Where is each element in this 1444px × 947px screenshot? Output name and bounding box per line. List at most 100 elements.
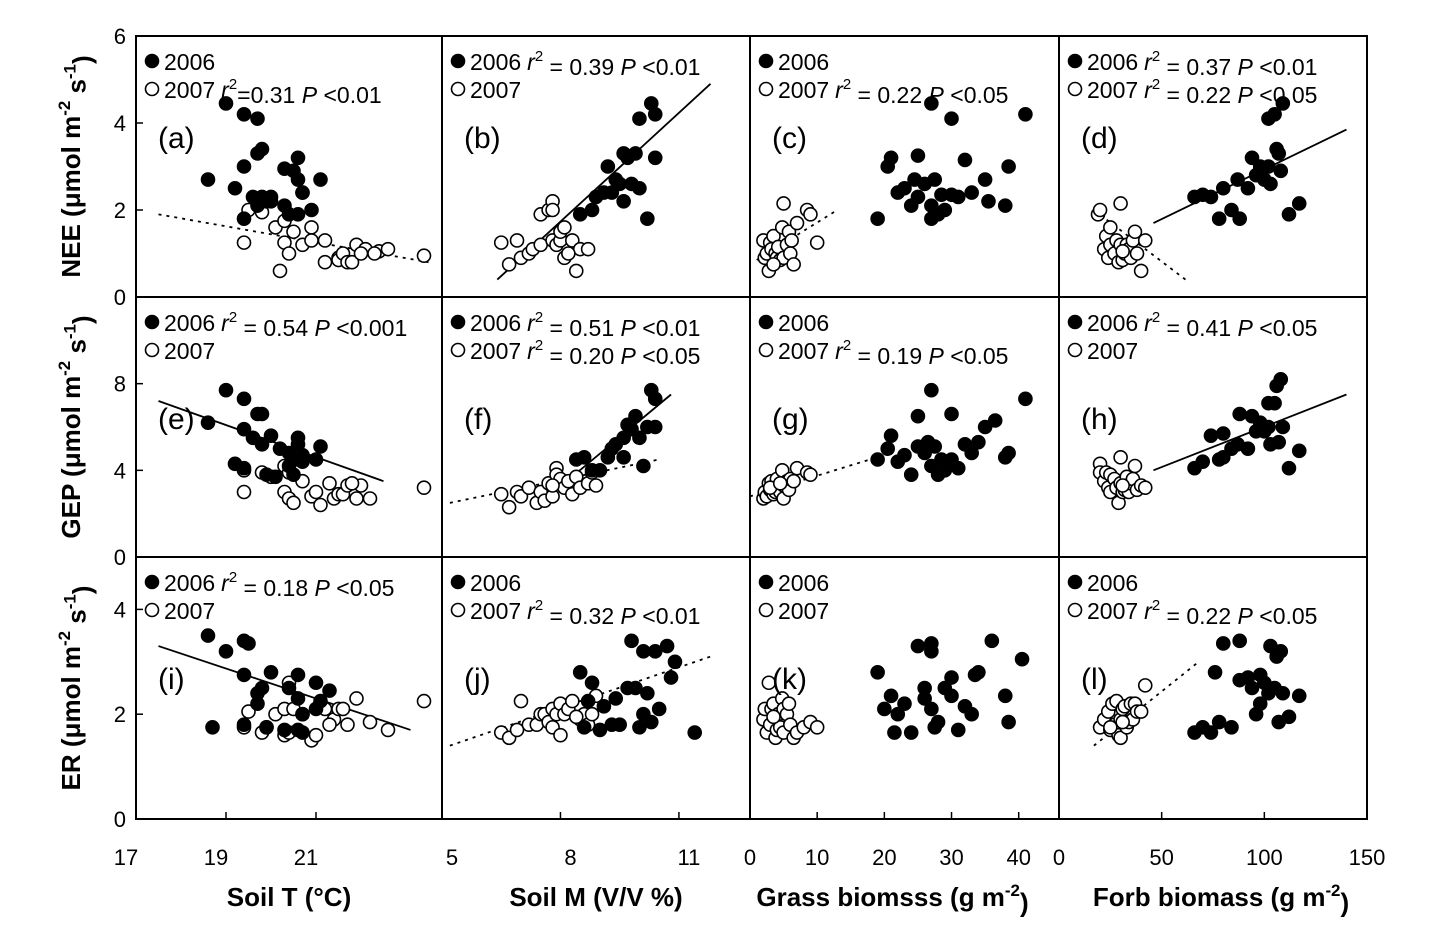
- point-2006: [910, 148, 926, 163]
- point-2006: [304, 202, 319, 218]
- point-2006: [308, 675, 324, 691]
- legend-year: 2007: [470, 77, 521, 103]
- point-2007: [1127, 458, 1143, 474]
- point-2007: [501, 257, 517, 272]
- point-2006: [880, 441, 896, 456]
- point-2007: [1137, 480, 1153, 495]
- point-2007: [1137, 233, 1153, 248]
- point-2006: [290, 691, 306, 706]
- point-2007: [286, 224, 301, 240]
- legend-year: 2006: [1087, 570, 1138, 596]
- point-2006: [263, 194, 279, 209]
- point-2006: [250, 111, 265, 126]
- panel-label: (e): [158, 403, 195, 436]
- point-2006: [592, 722, 608, 738]
- text-part: 11: [678, 845, 701, 870]
- point-2006: [227, 180, 243, 196]
- point-2006: [917, 691, 932, 706]
- x-tick-label: 0: [744, 845, 756, 870]
- point-2007: [380, 241, 396, 257]
- point-2007: [588, 478, 604, 493]
- point-2007: [776, 196, 791, 211]
- text-part: 40: [1006, 845, 1030, 870]
- x-tick-label: 8: [564, 845, 576, 870]
- point-2006: [584, 675, 600, 691]
- legend-entry-2006: 2006: [778, 310, 829, 336]
- x-axis-title: Soil T (°C): [227, 882, 352, 912]
- text-part: ER (μmol m: [56, 646, 86, 790]
- point-2006: [1001, 159, 1016, 174]
- point-2006: [1261, 159, 1276, 174]
- r-symbol: r: [1144, 310, 1153, 336]
- point-2007: [308, 727, 324, 743]
- point-2006: [924, 96, 939, 111]
- legend-year: 2007: [164, 598, 215, 624]
- point-2006: [977, 172, 993, 187]
- point-2006: [295, 447, 310, 463]
- point-2006: [1291, 688, 1307, 704]
- point-2006: [596, 699, 612, 714]
- legend-entry-2006: 2006: [164, 49, 215, 75]
- r2-value: = 0.19: [851, 343, 928, 369]
- point-2006: [1281, 709, 1297, 725]
- point-2007: [766, 257, 781, 272]
- legend-marker-2007: [144, 342, 160, 358]
- legend-year: 2007: [778, 598, 829, 624]
- point-2006: [628, 680, 643, 696]
- point-2006: [632, 180, 647, 196]
- point-2006: [628, 408, 643, 424]
- legend-year: 2006: [1087, 49, 1138, 75]
- point-2006: [667, 654, 683, 670]
- point-2007: [236, 484, 252, 500]
- point-2007: [1133, 263, 1149, 279]
- y-tick-label: 4: [114, 458, 126, 483]
- point-2006: [663, 670, 679, 685]
- point-2007: [380, 722, 396, 738]
- p-value: <0.05: [1253, 315, 1318, 341]
- point-2006: [910, 408, 926, 424]
- x-tick-label: 0: [1053, 845, 1065, 870]
- text-part: s: [61, 339, 91, 361]
- point-2007: [1127, 224, 1143, 240]
- point-2006: [1230, 172, 1245, 187]
- point-2006: [944, 670, 959, 685]
- text-part: (c): [772, 122, 807, 155]
- point-2006: [957, 152, 973, 168]
- legend-entry-2007: 2007: [470, 77, 521, 103]
- point-2007: [317, 254, 333, 270]
- point-2006: [308, 452, 324, 467]
- legend-year: 2007: [778, 77, 829, 103]
- point-2006: [241, 636, 256, 651]
- point-2007: [1115, 478, 1130, 493]
- point-2006: [290, 172, 306, 187]
- x-tick-label: 10: [805, 845, 829, 870]
- legend-year: 2006: [164, 310, 215, 336]
- p-value: <0.01: [636, 603, 701, 629]
- r-symbol: r: [835, 77, 844, 103]
- point-2006: [313, 439, 328, 454]
- point-2007: [784, 233, 799, 248]
- legend-year: 2007: [1087, 598, 1138, 624]
- legend-entry-2007: 2007 r2 = 0.22 P <0.05: [1087, 597, 1317, 629]
- y-tick-label: 0: [114, 545, 126, 570]
- point-2007: [367, 246, 382, 261]
- point-2007: [416, 480, 432, 495]
- text-part: 0: [114, 285, 126, 310]
- panel-label: (a): [158, 122, 195, 155]
- point-2006: [924, 382, 939, 398]
- point-2007: [561, 246, 576, 261]
- point-2006: [1211, 714, 1227, 730]
- r-superscript: 2: [1152, 309, 1160, 326]
- legend-entry-2006: 2006 r2 = 0.39 P <0.01: [470, 48, 700, 80]
- legend-entry-2007: 2007: [164, 598, 215, 624]
- point-2006: [1203, 725, 1219, 740]
- point-2006: [236, 460, 252, 476]
- point-2006: [887, 725, 902, 740]
- point-2006: [883, 428, 899, 443]
- point-2007: [241, 704, 256, 719]
- y-tick-label: 4: [114, 111, 126, 136]
- point-2006: [1267, 395, 1282, 411]
- point-2007: [322, 476, 337, 491]
- point-2007: [781, 696, 797, 712]
